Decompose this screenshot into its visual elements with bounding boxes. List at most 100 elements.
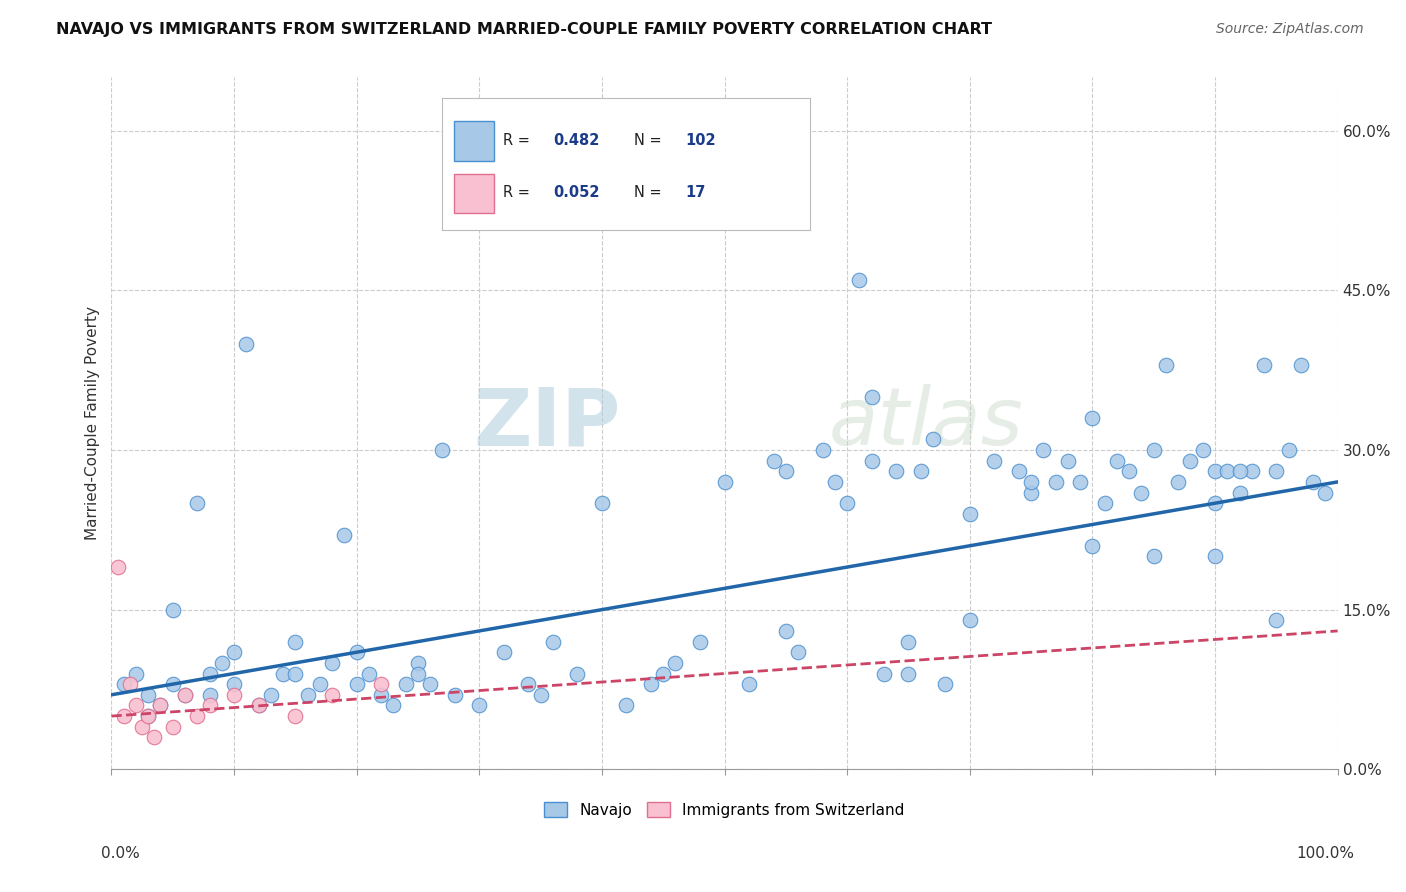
- Point: [541, 634, 564, 648]
- Point: [689, 634, 711, 648]
- Text: NAVAJO VS IMMIGRANTS FROM SWITZERLAND MARRIED-COUPLE FAMILY POVERTY CORRELATION : NAVAJO VS IMMIGRANTS FROM SWITZERLAND MA…: [56, 22, 993, 37]
- Point: [346, 677, 368, 691]
- Point: [983, 453, 1005, 467]
- Point: [174, 688, 197, 702]
- Legend: Navajo, Immigrants from Switzerland: Navajo, Immigrants from Switzerland: [538, 796, 911, 824]
- Point: [1057, 453, 1080, 467]
- Point: [1265, 613, 1288, 627]
- Point: [346, 645, 368, 659]
- Point: [1105, 453, 1128, 467]
- Point: [837, 496, 859, 510]
- Point: [321, 688, 343, 702]
- Point: [112, 677, 135, 691]
- Point: [370, 688, 392, 702]
- Point: [860, 390, 883, 404]
- Point: [198, 666, 221, 681]
- Point: [284, 666, 307, 681]
- Point: [910, 464, 932, 478]
- Point: [125, 698, 148, 713]
- Point: [1229, 485, 1251, 500]
- Point: [1019, 475, 1042, 489]
- Point: [1167, 475, 1189, 489]
- Y-axis label: Married-Couple Family Poverty: Married-Couple Family Poverty: [86, 306, 100, 541]
- Point: [443, 688, 465, 702]
- Point: [1315, 485, 1337, 500]
- Point: [149, 698, 172, 713]
- Point: [897, 634, 920, 648]
- Point: [1094, 496, 1116, 510]
- Point: [1069, 475, 1091, 489]
- Point: [873, 666, 896, 681]
- Point: [848, 273, 870, 287]
- Point: [1204, 464, 1226, 478]
- Point: [131, 720, 153, 734]
- Point: [333, 528, 356, 542]
- Point: [884, 464, 907, 478]
- Text: atlas: atlas: [828, 384, 1024, 462]
- Point: [591, 496, 613, 510]
- Point: [529, 688, 551, 702]
- Point: [222, 688, 245, 702]
- Point: [713, 475, 735, 489]
- Point: [406, 666, 429, 681]
- Point: [162, 602, 184, 616]
- Point: [186, 709, 208, 723]
- Point: [567, 666, 589, 681]
- Point: [321, 656, 343, 670]
- Point: [1045, 475, 1067, 489]
- Point: [664, 656, 686, 670]
- Point: [284, 709, 307, 723]
- Point: [271, 666, 294, 681]
- Point: [1143, 442, 1166, 457]
- Point: [1081, 539, 1104, 553]
- Point: [235, 336, 257, 351]
- Point: [934, 677, 956, 691]
- Point: [1081, 411, 1104, 425]
- Point: [762, 453, 785, 467]
- Point: [125, 666, 148, 681]
- Point: [1302, 475, 1324, 489]
- Point: [112, 709, 135, 723]
- Point: [787, 645, 810, 659]
- Point: [357, 666, 380, 681]
- Point: [1019, 485, 1042, 500]
- Text: Source: ZipAtlas.com: Source: ZipAtlas.com: [1216, 22, 1364, 37]
- Text: 0.0%: 0.0%: [101, 846, 141, 861]
- Point: [406, 656, 429, 670]
- Point: [1289, 358, 1312, 372]
- Point: [136, 688, 159, 702]
- Point: [640, 677, 662, 691]
- Point: [198, 688, 221, 702]
- Point: [136, 709, 159, 723]
- Point: [1130, 485, 1153, 500]
- Point: [222, 645, 245, 659]
- Point: [1032, 442, 1054, 457]
- Point: [419, 677, 441, 691]
- Point: [297, 688, 319, 702]
- Point: [468, 698, 491, 713]
- Point: [309, 677, 332, 691]
- Point: [149, 698, 172, 713]
- Point: [616, 698, 638, 713]
- Text: ZIP: ZIP: [472, 384, 620, 462]
- Point: [824, 475, 846, 489]
- Point: [959, 507, 981, 521]
- Point: [738, 677, 761, 691]
- Point: [1204, 496, 1226, 510]
- Point: [432, 442, 454, 457]
- Point: [382, 698, 405, 713]
- Point: [897, 666, 920, 681]
- Point: [136, 709, 159, 723]
- Point: [1118, 464, 1140, 478]
- Point: [247, 698, 270, 713]
- Point: [174, 688, 197, 702]
- Point: [1229, 464, 1251, 478]
- Point: [1216, 464, 1239, 478]
- Point: [775, 624, 797, 638]
- Point: [1143, 549, 1166, 564]
- Point: [1277, 442, 1299, 457]
- Point: [222, 677, 245, 691]
- Point: [198, 698, 221, 713]
- Point: [107, 560, 129, 574]
- Point: [492, 645, 515, 659]
